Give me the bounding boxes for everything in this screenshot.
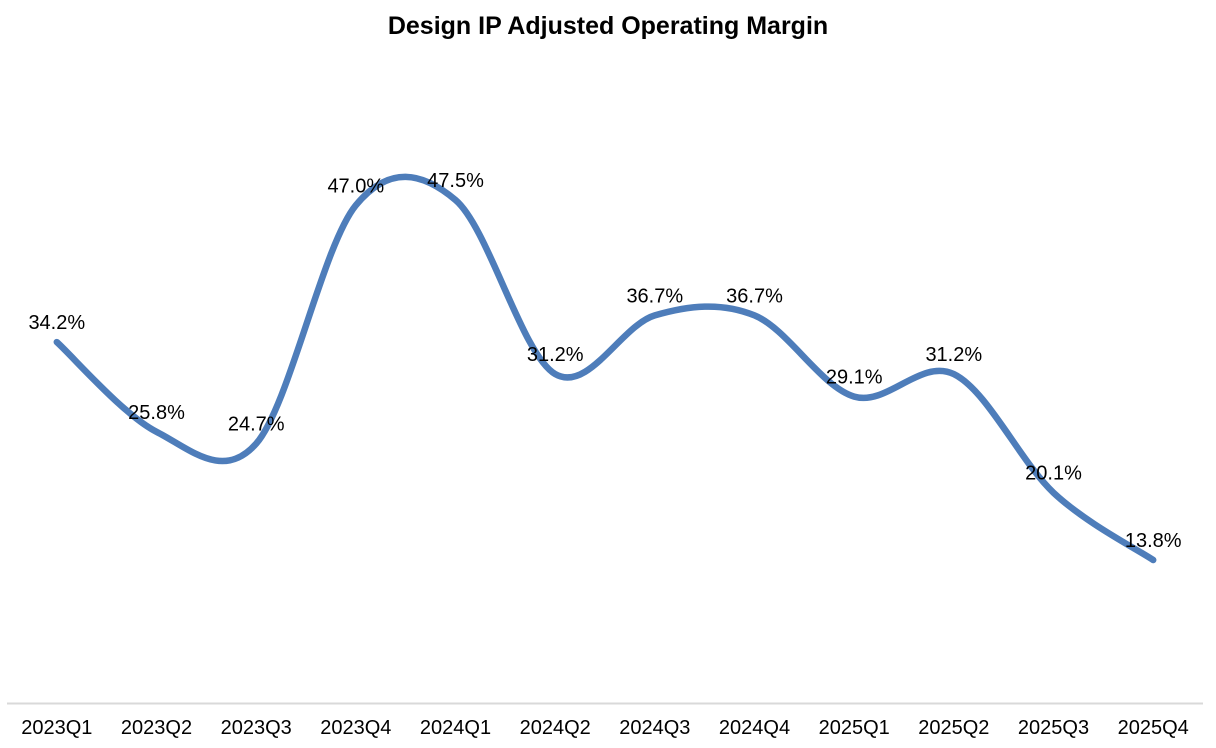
data-point-label: 20.1% xyxy=(1025,463,1082,485)
data-point-label: 34.2% xyxy=(28,312,85,334)
x-axis-label: 2024Q1 xyxy=(420,717,491,739)
x-axis-label: 2023Q3 xyxy=(221,717,292,739)
series-line xyxy=(53,173,1157,564)
data-point-label: 25.8% xyxy=(128,402,185,424)
x-axis-label: 2025Q3 xyxy=(1018,717,1089,739)
x-axis-label: 2023Q4 xyxy=(320,717,391,739)
data-point-label: 31.2% xyxy=(527,344,584,366)
x-axis-label: 2025Q2 xyxy=(918,717,989,739)
data-point-label: 13.8% xyxy=(1125,530,1182,552)
x-axis-label: 2024Q2 xyxy=(520,717,591,739)
x-axis-label: 2024Q3 xyxy=(619,717,690,739)
data-point-label: 29.1% xyxy=(826,367,883,389)
data-point-label: 47.5% xyxy=(427,170,484,192)
x-axis-label: 2023Q1 xyxy=(21,717,92,739)
data-point-label: 31.2% xyxy=(925,344,982,366)
data-point-label: 24.7% xyxy=(228,414,285,436)
data-point-label: 36.7% xyxy=(626,285,683,307)
x-axis-label: 2023Q2 xyxy=(121,717,192,739)
x-axis-label: 2025Q1 xyxy=(819,717,890,739)
chart-title: Design IP Adjusted Operating Margin xyxy=(387,12,829,40)
data-point-label: 36.7% xyxy=(726,285,783,307)
x-axis-label: 2025Q4 xyxy=(1118,717,1189,739)
data-point-label: 47.0% xyxy=(327,175,384,197)
x-axis-label: 2024Q4 xyxy=(719,717,790,739)
